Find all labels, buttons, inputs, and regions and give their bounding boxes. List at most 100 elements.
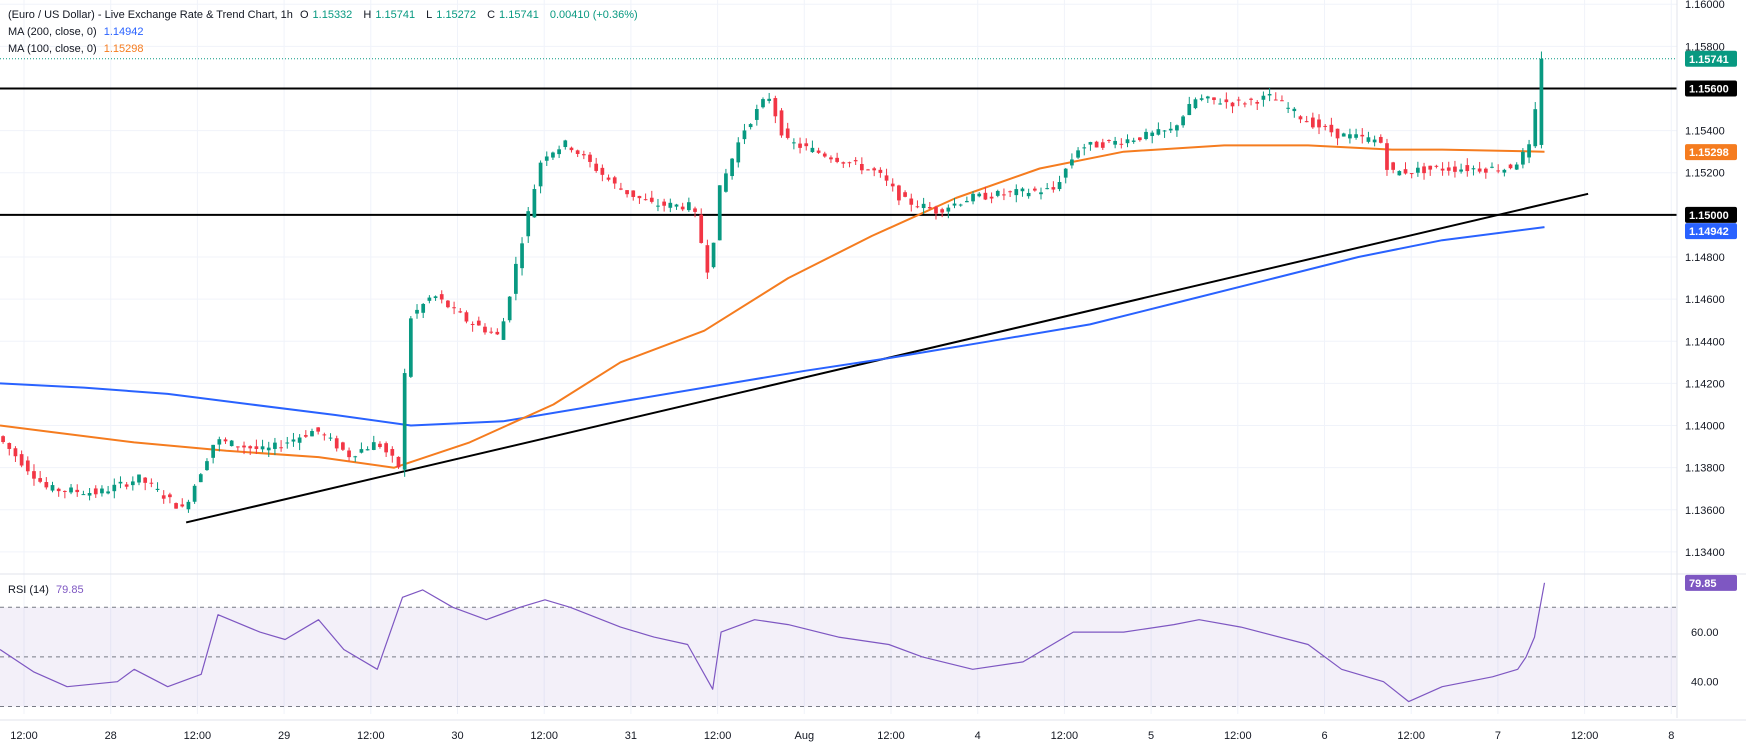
candle-body [297, 437, 302, 443]
candle-body [1175, 125, 1179, 131]
candle-body [569, 147, 574, 151]
candle-body [143, 477, 148, 483]
candle-body [495, 331, 500, 335]
x-tick-label: 12:00 [1224, 730, 1252, 742]
candle-body [489, 331, 494, 333]
candle-body [1453, 166, 1457, 172]
candle-body [1107, 140, 1111, 142]
candle-body [155, 488, 160, 490]
candle-body [205, 461, 209, 471]
candle-body [260, 446, 265, 450]
candle-body [1057, 182, 1062, 190]
candle-body [1416, 167, 1420, 173]
candle-body [118, 481, 123, 484]
candle-body [557, 149, 561, 155]
candle-body [847, 162, 852, 164]
candle-body [446, 300, 450, 308]
candle-body [1378, 136, 1383, 143]
candle-body [87, 493, 92, 496]
candle-body [1125, 139, 1130, 144]
candle-body [581, 154, 586, 156]
x-tick-label: 12:00 [877, 730, 905, 742]
candle-body [1261, 95, 1266, 100]
candle-body [174, 503, 178, 509]
candle-body [1372, 139, 1377, 143]
candle-body [1113, 140, 1117, 145]
candle-body [1199, 98, 1204, 100]
candle-body [1008, 191, 1012, 193]
candle-body [378, 443, 382, 447]
candle-body [1385, 143, 1389, 170]
candle-body [742, 130, 747, 140]
x-tick-label: 6 [1321, 730, 1327, 742]
candle-body [612, 177, 617, 184]
candle-body [433, 296, 438, 299]
candle-body [965, 200, 969, 203]
candle-body [952, 203, 957, 206]
candle-body [291, 439, 296, 442]
candle-body [1039, 192, 1043, 195]
rsi-legend[interactable]: RSI (14) 79.85 [8, 584, 88, 596]
candle-body [1267, 93, 1272, 96]
candle-body [810, 147, 815, 153]
symbol-title: (Euro / US Dollar) - Live Exchange Rate … [8, 9, 293, 21]
candle-body [168, 494, 172, 498]
y-tick-label: 1.14600 [1685, 294, 1725, 306]
candle-body [1391, 162, 1396, 170]
last-price-tag-text: 1.15741 [1689, 54, 1729, 66]
candle-body [130, 481, 135, 486]
candle-body [804, 143, 809, 147]
candle-body [1465, 165, 1470, 172]
moving-averages [0, 144, 1545, 469]
candle-body [1403, 169, 1408, 174]
candle-body [915, 206, 920, 208]
candle-body [180, 504, 185, 507]
y-tick-label: 1.15400 [1685, 126, 1725, 138]
candle-body [359, 449, 364, 453]
rsi-tag-bg [1685, 574, 1737, 591]
candle-body [1329, 124, 1334, 133]
level-low-tag: 1.15000 [1685, 206, 1737, 223]
candle-body [69, 487, 73, 493]
candle-body [341, 442, 345, 450]
candle-body [19, 454, 24, 466]
candle-body [63, 490, 67, 492]
candle-body [402, 373, 407, 470]
candle-body [1156, 129, 1161, 135]
candle-body [303, 435, 308, 437]
candle-body [13, 448, 18, 457]
ohlc-high: H 1.15741 [363, 9, 416, 21]
candle-body [705, 245, 710, 273]
candle-body [1471, 168, 1476, 170]
candle-body [1150, 132, 1155, 137]
y-tick-label: 1.14400 [1685, 336, 1725, 348]
candle-body [198, 474, 203, 483]
ohlc-change: 0.00410 (+0.36%) [549, 9, 638, 21]
candle-body [1304, 121, 1309, 123]
candle-body [452, 307, 456, 309]
ma100-tag: 1.15298 [1685, 144, 1737, 161]
candle-body [396, 456, 401, 468]
candle-body [946, 207, 951, 212]
candle-body [1533, 109, 1538, 147]
candle-body [995, 190, 1000, 196]
ma200-tag: 1.14942 [1685, 223, 1737, 240]
candle-body [1422, 166, 1426, 174]
level-low-tag-bg [1685, 206, 1737, 223]
candle-body [792, 142, 796, 144]
candle-body [236, 446, 240, 448]
candle-body [872, 168, 877, 171]
candle-body [1168, 128, 1173, 131]
candle-body [1002, 194, 1006, 196]
ma100-value: 1.15298 [103, 43, 144, 55]
ma200-legend[interactable]: MA (200, close, 0) 1.14942 [8, 26, 147, 38]
candle-body [754, 109, 759, 120]
candle-body [1187, 104, 1192, 116]
candles [1, 51, 1544, 513]
candle-body [1218, 103, 1223, 105]
ma200-value: 1.14942 [103, 26, 144, 38]
ma100-legend[interactable]: MA (100, close, 0) 1.15298 [8, 43, 147, 55]
candle-body [680, 206, 685, 210]
